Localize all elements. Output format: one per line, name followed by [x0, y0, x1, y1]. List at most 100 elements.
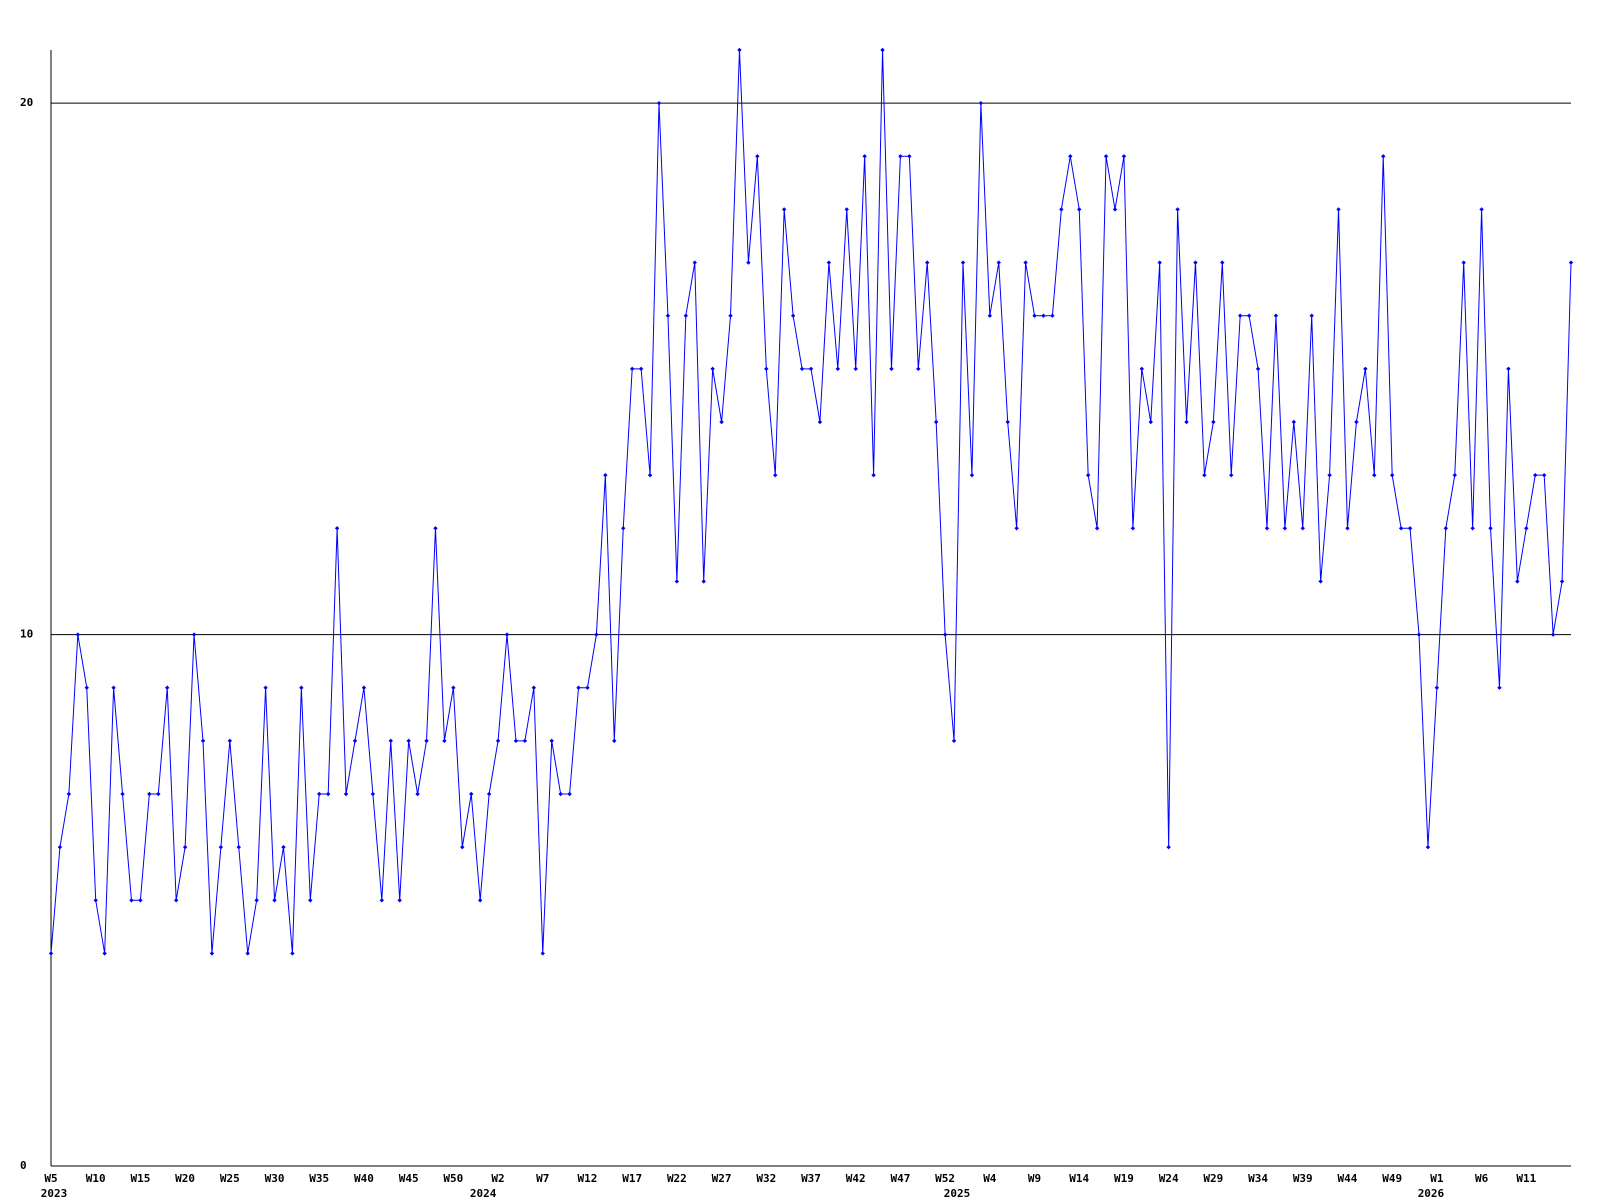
data-point: [290, 951, 295, 956]
data-point: [191, 632, 197, 637]
x-tick-label: W40: [354, 1172, 374, 1185]
data-point: [48, 951, 54, 956]
data-point: [218, 844, 224, 850]
data-point: [790, 313, 796, 318]
data-point: [272, 898, 277, 903]
data-point: [173, 898, 179, 903]
x-tick-label: W47: [890, 1172, 910, 1185]
data-point: [835, 366, 841, 372]
x-tick-label: W4: [983, 1172, 997, 1185]
data-point: [692, 260, 697, 265]
data-point: [1202, 472, 1207, 478]
data-point: [647, 472, 653, 478]
data-point: [907, 154, 912, 159]
x-tick-label: W49: [1382, 1172, 1402, 1185]
data-point: [415, 791, 420, 797]
x-tick-label: W45: [399, 1172, 419, 1185]
data-point: [621, 526, 626, 531]
data-point: [1327, 472, 1332, 478]
data-point: [93, 898, 98, 903]
data-point: [138, 898, 143, 903]
data-point: [1541, 472, 1547, 478]
data-point: [916, 366, 921, 372]
data-point: [343, 791, 349, 797]
data-point: [1470, 526, 1475, 531]
data-point: [1193, 260, 1198, 265]
data-point: [1112, 207, 1118, 212]
x-tick-label: W1: [1430, 1172, 1444, 1185]
x-tick-label: W30: [265, 1172, 285, 1185]
x-tick-label: W32: [756, 1172, 776, 1185]
data-point: [397, 898, 402, 903]
data-point: [665, 313, 671, 318]
data-point: [111, 685, 116, 690]
x-tick-label: W50: [443, 1172, 463, 1185]
data-point: [1059, 207, 1064, 212]
data-point: [1246, 313, 1252, 318]
data-point: [951, 738, 957, 744]
data-point: [245, 951, 250, 956]
x-tick-label: W15: [130, 1172, 150, 1185]
data-point: [1264, 526, 1270, 531]
x-tick-label: W14: [1069, 1172, 1089, 1185]
data-point: [1291, 419, 1297, 425]
data-point: [129, 898, 134, 903]
data-point: [1515, 579, 1520, 584]
data-point: [66, 791, 72, 797]
data-point: [1372, 472, 1377, 478]
data-point: [1139, 366, 1145, 372]
y-tick-label: 0: [20, 1159, 27, 1172]
x-tick-label: W35: [309, 1172, 329, 1185]
data-point: [424, 738, 429, 744]
data-point: [1005, 419, 1010, 425]
data-point: [1157, 260, 1162, 265]
x-tick-label: W37: [801, 1172, 821, 1185]
data-point: [683, 313, 689, 318]
data-point: [1309, 313, 1314, 318]
x-tick-label: W24: [1159, 1172, 1179, 1185]
data-point: [755, 154, 760, 159]
data-point: [352, 738, 358, 744]
data-point: [871, 472, 876, 478]
data-point: [773, 472, 778, 478]
x-tick-label: W27: [712, 1172, 732, 1185]
data-point: [1041, 313, 1046, 318]
data-point: [1282, 526, 1288, 531]
data-point: [1014, 526, 1019, 531]
data-point: [1407, 526, 1413, 531]
x-tick-label: W42: [846, 1172, 866, 1185]
y-tick-label: 10: [20, 628, 33, 641]
data-point: [719, 419, 724, 425]
data-point: [844, 207, 849, 212]
data-point: [1363, 366, 1368, 372]
data-point: [1497, 685, 1502, 690]
data-point: [1488, 526, 1493, 531]
x-tick-label: W52: [935, 1172, 955, 1185]
data-point: [361, 685, 367, 690]
x-year-label: 2026: [1418, 1187, 1445, 1200]
data-point: [531, 685, 537, 690]
data-point: [1336, 207, 1341, 212]
data-point: [612, 738, 617, 744]
data-point: [1559, 579, 1565, 584]
data-point: [1389, 472, 1395, 478]
data-point: [254, 898, 259, 903]
data-point: [1416, 632, 1422, 637]
data-point: [325, 791, 331, 797]
data-point: [165, 685, 170, 690]
data-point: [808, 366, 814, 372]
data-point: [1032, 313, 1037, 318]
data-point: [522, 738, 528, 744]
data-point: [308, 898, 313, 903]
data-point: [889, 366, 894, 372]
data-point: [1506, 366, 1511, 372]
x-tick-label: W20: [175, 1172, 195, 1185]
data-point: [925, 260, 930, 265]
data-point: [1318, 579, 1323, 584]
x-year-label: 2024: [470, 1187, 497, 1200]
data-point: [1381, 154, 1386, 159]
data-point: [701, 579, 706, 584]
data-point: [281, 844, 286, 850]
data-point: [182, 844, 188, 850]
data-point: [75, 632, 81, 637]
